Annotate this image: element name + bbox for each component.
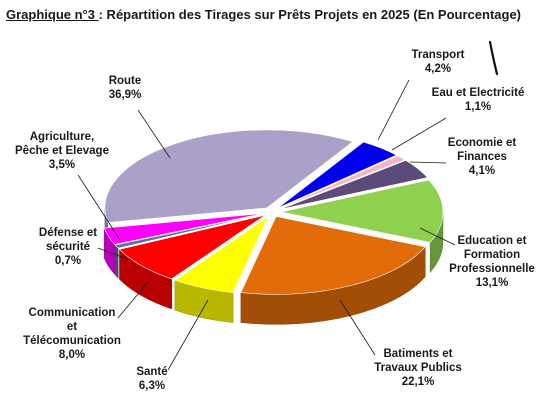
slice-name-defense-et-securite: Défense et bbox=[39, 227, 97, 239]
pie-slice-transport bbox=[277, 141, 398, 209]
slice-value-eau-et-electricite: 1,1% bbox=[465, 101, 491, 113]
leader-line-defense-et-securite bbox=[97, 247, 131, 261]
pie-side-defense-et-securite bbox=[114, 244, 119, 279]
slice-value-agriculture-peche-et-elevage: 3,5% bbox=[49, 159, 75, 171]
pie-slice-education-et-formation-professionnelle bbox=[280, 179, 444, 243]
leader-line-batiments-et-travaux-publics bbox=[339, 299, 376, 356]
slice-name-education-et-formation-professionnelle: Professionnelle bbox=[449, 263, 535, 275]
pie-slice-sante bbox=[174, 215, 270, 293]
slice-name-communication-et-telecomunication: Télécomunication bbox=[23, 335, 121, 347]
slice-name-education-et-formation-professionnelle: Education et bbox=[457, 235, 526, 247]
slice-value-education-et-formation-professionnelle: 13,1% bbox=[476, 277, 509, 289]
pie-slice-agriculture-peche-et-elevage bbox=[103, 213, 264, 245]
slice-name-transport: Transport bbox=[411, 49, 464, 61]
slice-label-agriculture-peche-et-elevage: Agriculture, Pêche et Elevage 3,5% bbox=[15, 131, 109, 171]
slice-name-economie-et-finances: Economie et bbox=[448, 137, 517, 149]
slice-name-education-et-formation-professionnelle: Formation bbox=[464, 249, 520, 261]
slice-label-communication-et-telecomunication: Communication et Télécomunication 8,0% bbox=[23, 307, 121, 361]
chart-title-prefix: Graphique n°3 bbox=[6, 7, 99, 22]
slice-name-eau-et-electricite: Eau et Electricité bbox=[432, 87, 525, 99]
slice-name-batiments-et-travaux-publics: Travaux Publics bbox=[374, 362, 462, 374]
leader-line-route bbox=[137, 109, 171, 159]
slice-label-sante: Santé 6,3% bbox=[136, 366, 167, 392]
pie-slice-communication-et-telecomunication bbox=[118, 214, 266, 280]
slice-name-route: Route bbox=[109, 75, 142, 87]
leader-line-agriculture-peche-et-elevage bbox=[77, 174, 121, 241]
slice-name-agriculture-peche-et-elevage: Agriculture, bbox=[30, 131, 95, 143]
leader-line-transport bbox=[377, 79, 410, 141]
pie-tops bbox=[103, 129, 444, 295]
slice-name-sante: Santé bbox=[136, 366, 167, 378]
leader-line-sante bbox=[167, 299, 209, 371]
slice-value-communication-et-telecomunication: 8,0% bbox=[59, 349, 85, 361]
slice-label-route: Route 36,9% bbox=[109, 75, 142, 101]
slice-name-agriculture-peche-et-elevage: Pêche et Elevage bbox=[15, 145, 109, 157]
leader-line-eau-et-electricite bbox=[391, 117, 447, 151]
slice-value-batiments-et-travaux-publics: 22,1% bbox=[402, 376, 435, 388]
pen-mark bbox=[488, 40, 499, 76]
pie-labels: Transport 4,2% Eau et Electricité 1,1% Econo… bbox=[15, 40, 535, 392]
slice-name-economie-et-finances: Finances bbox=[457, 151, 507, 163]
pie-slice-batiments-et-travaux-publics bbox=[240, 216, 426, 295]
slice-label-education-et-formation-professionnelle: Education et Formation Professionnelle 13,1… bbox=[449, 235, 535, 289]
slice-value-defense-et-securite: 0,7% bbox=[55, 255, 81, 267]
slice-label-eau-et-electricite: Eau et Electricité 1,1% bbox=[432, 87, 525, 113]
leader-line-communication-et-telecomunication bbox=[117, 281, 149, 319]
leader-line-education-et-formation-professionnelle bbox=[419, 227, 456, 246]
slice-name-communication-et-telecomunication: et bbox=[67, 321, 77, 333]
pie-slice-economie-et-finances bbox=[279, 160, 429, 210]
slice-label-transport: Transport 4,2% bbox=[411, 49, 464, 75]
slice-value-economie-et-finances: 4,1% bbox=[469, 165, 495, 177]
slice-value-route: 36,9% bbox=[109, 89, 142, 101]
slice-label-batiments-et-travaux-publics: Batiments et Travaux Publics 22,1% bbox=[374, 348, 462, 388]
slice-label-defense-et-securite: Défense et sécurité 0,7% bbox=[39, 227, 97, 267]
pie-slice-defense-et-securite bbox=[114, 213, 264, 249]
slice-label-economie-et-finances: Economie et Finances 4,1% bbox=[448, 137, 517, 177]
chart-title-rest: : Répartition des Tirages sur Prêts Proj… bbox=[98, 7, 522, 22]
pie-slice-eau-et-electricite bbox=[278, 155, 406, 210]
slice-name-batiments-et-travaux-publics: Batiments et bbox=[383, 348, 452, 360]
pie-sides bbox=[104, 207, 444, 325]
slice-value-transport: 4,2% bbox=[425, 63, 451, 75]
chart-title: Graphique n°3 : Répartition des Tirages … bbox=[6, 7, 539, 22]
leader-line-economie-et-finances bbox=[409, 161, 447, 164]
slice-name-defense-et-securite: sécurité bbox=[46, 241, 90, 253]
slice-value-sante: 6,3% bbox=[139, 380, 165, 392]
slice-name-communication-et-telecomunication: Communication bbox=[29, 307, 116, 319]
